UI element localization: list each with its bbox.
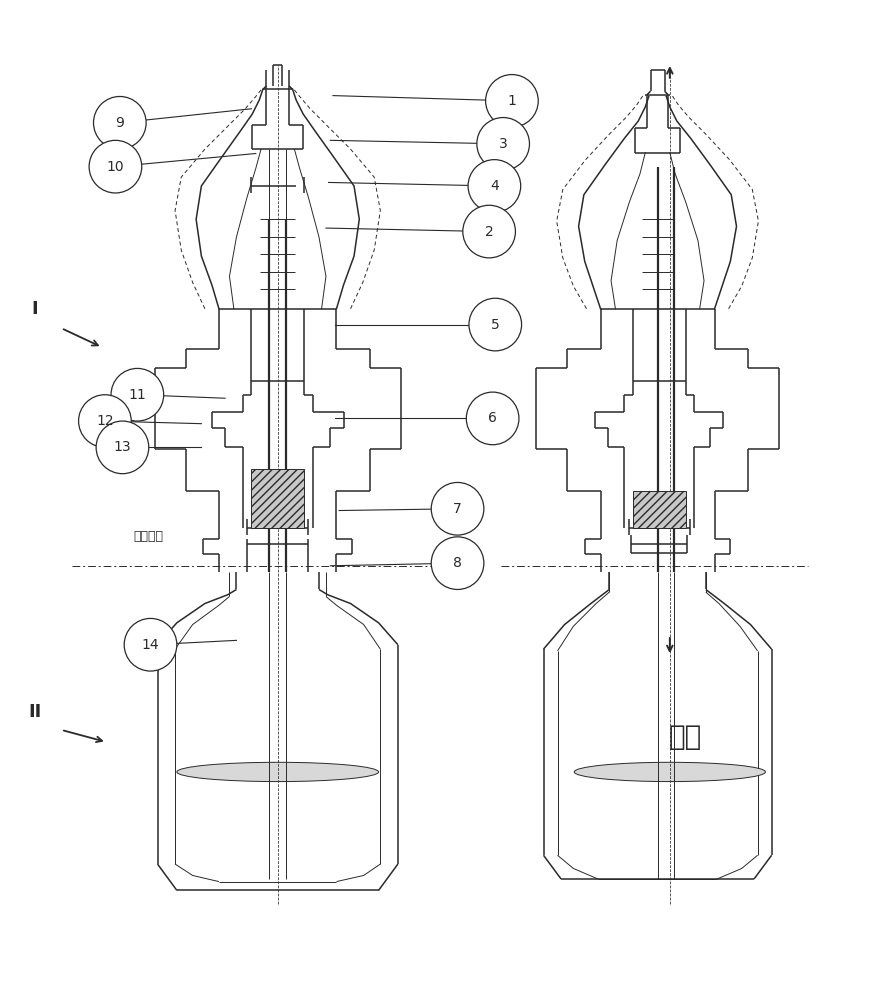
Ellipse shape [575,762,766,782]
Text: 排出容积: 排出容积 [133,530,163,543]
Text: 9: 9 [115,116,124,130]
Text: 12: 12 [96,414,114,428]
Text: 7: 7 [453,502,462,516]
Circle shape [111,368,164,421]
Circle shape [469,298,522,351]
Bar [633,491,686,528]
Text: 4: 4 [490,179,499,193]
Circle shape [466,392,519,445]
Text: 13: 13 [114,440,131,454]
Text: 5: 5 [491,318,500,332]
Ellipse shape [177,762,378,782]
Circle shape [431,537,484,589]
Circle shape [486,75,539,127]
Text: 2: 2 [485,225,494,239]
Bar [252,469,304,528]
Text: I: I [32,300,38,318]
Text: II: II [28,703,41,721]
Text: 3: 3 [499,137,508,151]
Circle shape [431,482,484,535]
Text: 10: 10 [106,160,124,174]
Text: 14: 14 [142,638,159,652]
Circle shape [93,96,146,149]
Circle shape [96,421,149,474]
Text: 8: 8 [453,556,462,570]
Text: 11: 11 [128,388,146,402]
Circle shape [463,205,516,258]
Circle shape [468,160,521,212]
Text: 1: 1 [508,94,517,108]
Circle shape [89,140,142,193]
Circle shape [78,395,131,447]
Circle shape [477,118,530,170]
Text: 空气: 空气 [669,723,702,751]
Circle shape [124,618,177,671]
Text: 6: 6 [488,411,497,425]
